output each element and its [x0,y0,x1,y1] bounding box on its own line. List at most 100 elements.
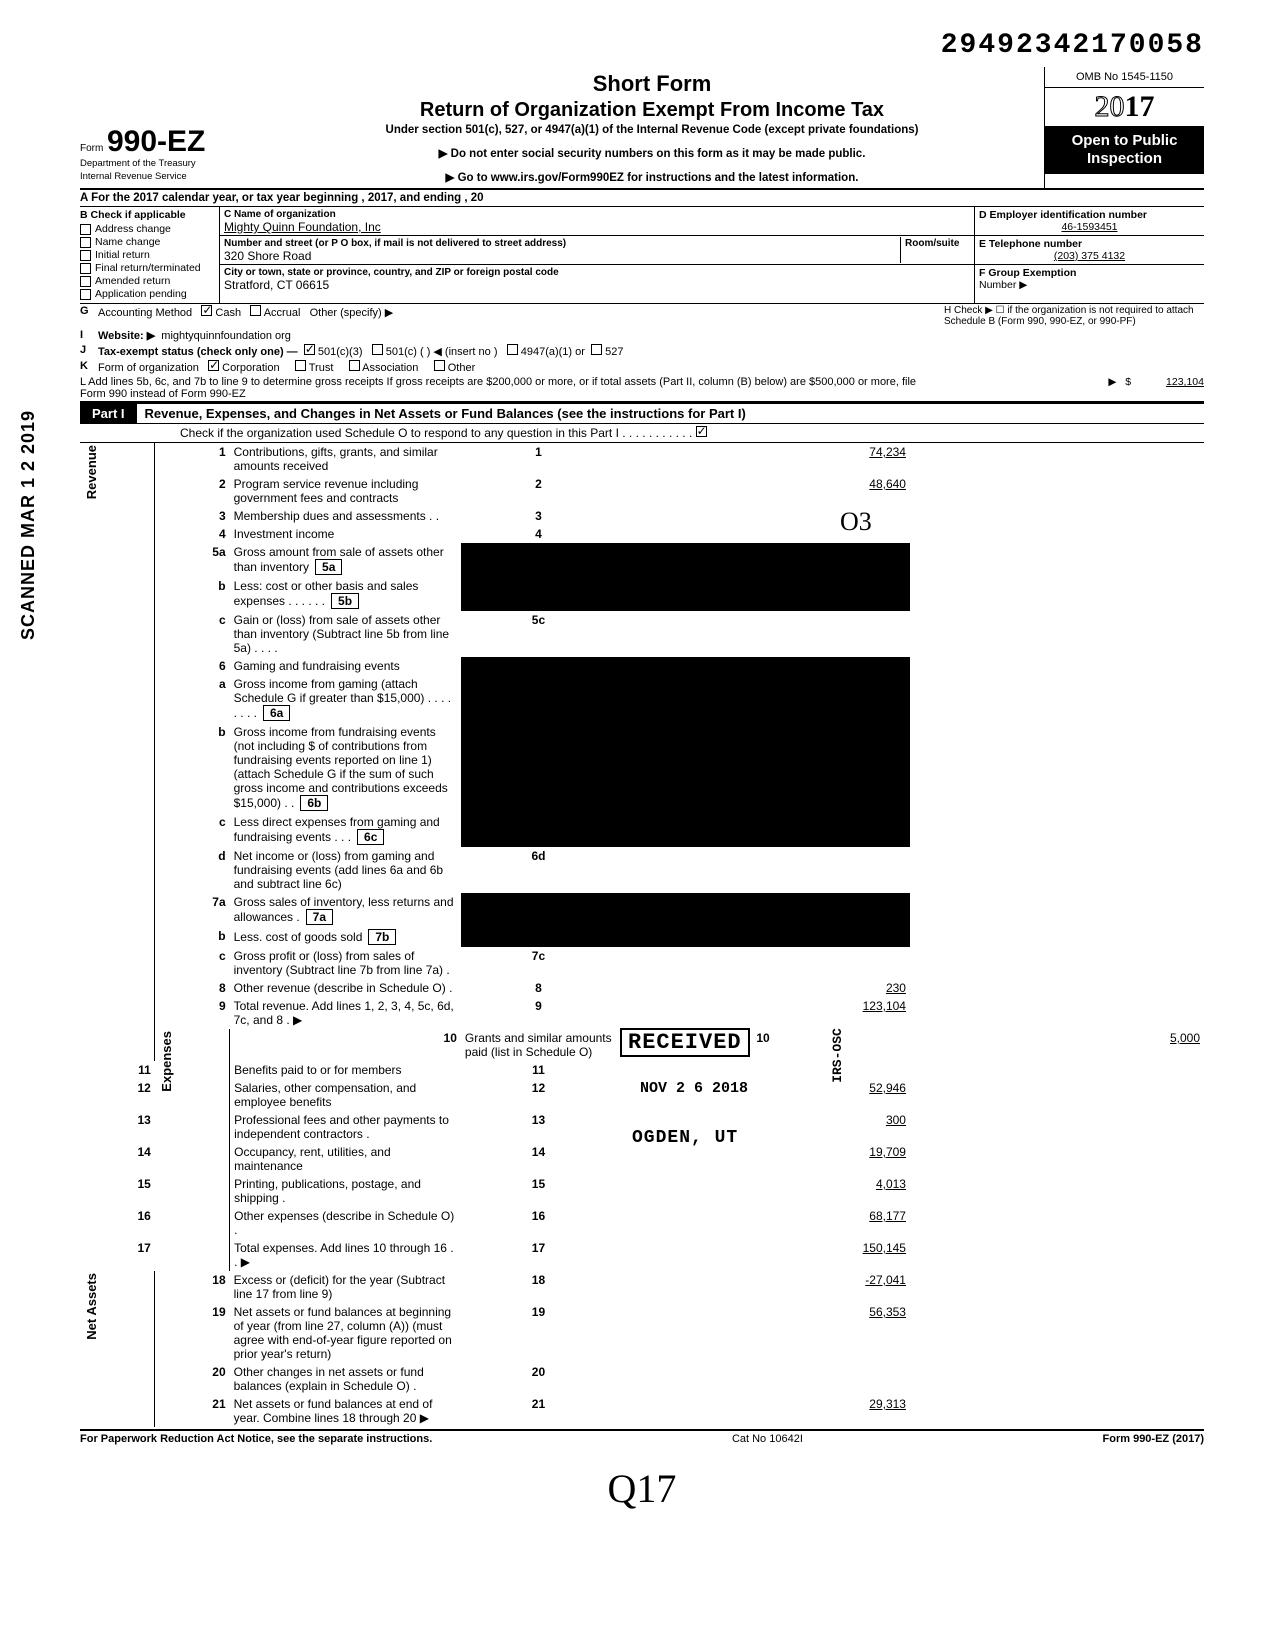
row-l-text: L Add lines 5b, 6c, and 7b to line 9 to … [80,376,944,400]
line-18-amount: -27,041 [616,1271,910,1303]
form-number: 990-EZ [107,125,205,158]
line-19-amount: 56,353 [616,1303,910,1363]
check-name-change[interactable] [80,237,91,248]
line-2-box: 2 [461,475,616,507]
open-public: Open to PublicInspection [1045,126,1204,174]
dln-number: 29492342170058 [80,30,1204,61]
line-4-amount [616,525,910,543]
website-value: mightyquinnfoundation org [161,330,291,342]
line-10-amount: 5,000 [910,1029,1204,1061]
line-6-num: 6 [155,657,230,675]
line-13-amount: 300 [616,1111,910,1143]
line-c-box: 7c [461,947,616,979]
527-checkbox[interactable] [591,344,602,355]
check-final-return-terminated[interactable] [80,263,91,274]
line-3-amount [616,507,910,525]
line-17-box: 17 [461,1239,616,1271]
line-18-num: 18 [155,1271,230,1303]
ein-label: D Employer identification number [979,209,1200,221]
line-15-box: 15 [461,1175,616,1207]
line-8-box: 8 [461,979,616,997]
subtitle-section: Under section 501(c), 527, or 4947(a)(1)… [266,124,1038,136]
line-14-amount: 19,709 [616,1143,910,1175]
line-c-amount [616,611,910,657]
line-3-label: Membership dues and assessments . . [230,507,461,525]
title-short-form: Short Form [266,71,1038,97]
line-6-label: Gaming and fundraising events [230,657,461,675]
line-5a-label: Gross amount from sale of assets other t… [230,543,461,577]
line-12-box: 12 [461,1079,616,1111]
row-k-org-form: Form of organization Corporation Trust A… [98,360,1204,374]
row-g-lead: G [80,305,98,327]
check-address-change[interactable] [80,224,91,235]
line-5a-box [461,543,616,577]
line-b-label: Gross income from fundraising events (no… [230,723,461,813]
schedule-o-checkbox[interactable] [696,426,707,437]
form-header: Form 990-EZ Department of the Treasury I… [80,67,1204,190]
row-h: H Check ▶ ☐ if the organization is not r… [944,305,1204,327]
line-12-num: 12 [80,1079,155,1111]
check-application-pending[interactable] [80,289,91,300]
line-d-box: 6d [461,847,616,893]
line-10-num: 10 [230,1029,461,1061]
line-1-label: Contributions, gifts, grants, and simila… [230,443,461,475]
line-12-label: Salaries, other compensation, and employ… [230,1079,461,1111]
line-b-num: b [155,927,230,947]
line-4-label: Investment income [230,525,461,543]
line-15-amount: 4,013 [616,1175,910,1207]
corporation-checkbox[interactable] [208,360,219,371]
line-9-label: Total revenue. Add lines 1, 2, 3, 4, 5c,… [230,997,461,1029]
check-initial-return[interactable] [80,250,91,261]
line-8-amount: 230 [616,979,910,997]
part-1-header: Part I Revenue, Expenses, and Changes in… [80,402,1204,424]
instruction-url: ▶ Go to www.irs.gov/Form990EZ for instru… [266,170,1038,184]
line-b-label: Less: cost or other basis and sales expe… [230,577,461,611]
line-2-num: 2 [155,475,230,507]
line-2-amount: 48,640 [616,475,910,507]
line-20-box: 20 [461,1363,616,1395]
line-14-label: Occupancy, rent, utilities, and maintena… [230,1143,461,1175]
paperwork-notice: For Paperwork Reduction Act Notice, see … [80,1433,432,1445]
tax-year: 2017 [1045,88,1204,126]
row-l-amount: 123,104 [1134,376,1204,388]
line-c-num: c [155,813,230,847]
association-checkbox[interactable] [349,360,360,371]
org-name: Mighty Quinn Foundation, Inc [224,220,381,234]
line-7a-box [461,893,616,927]
line-c-label: Less direct expenses from gaming and fun… [230,813,461,847]
other-checkbox[interactable] [434,360,445,371]
line-13-label: Professional fees and other payments to … [230,1111,461,1143]
form-ref: Form 990-EZ (2017) [1103,1433,1204,1445]
line-c-label: Gross profit or (loss) from sales of inv… [230,947,461,979]
line-3-num: 3 [155,507,230,525]
501c-checkbox[interactable] [372,344,383,355]
line-8-label: Other revenue (describe in Schedule O) . [230,979,461,997]
line-d-num: d [155,847,230,893]
line-b-box [461,927,616,947]
line-20-amount [616,1363,910,1395]
4947-checkbox[interactable] [507,344,518,355]
phone-value: (203) 375 4132 [979,250,1200,262]
line-18-box: 18 [461,1271,616,1303]
line-c-amount [616,813,910,847]
entity-info-block: B Check if applicable Address changeName… [80,207,1204,304]
handwriting-q17: Q17 [80,1465,1204,1512]
line-b-num: b [155,723,230,813]
line-a-num: a [155,675,230,723]
cash-checkbox[interactable] [201,305,212,316]
trust-checkbox[interactable] [295,360,306,371]
check-amended-return[interactable] [80,276,91,287]
line-19-label: Net assets or fund balances at beginning… [230,1303,461,1363]
501c3-checkbox[interactable] [304,344,315,355]
accrual-checkbox[interactable] [250,305,261,316]
line-c-num: c [155,611,230,657]
line-15-label: Printing, publications, postage, and shi… [230,1175,461,1207]
city-state-zip: Stratford, CT 06615 [224,278,329,292]
line-9-num: 9 [155,997,230,1029]
dept: Department of the Treasury [80,159,260,171]
line-11-label: Benefits paid to or for members [230,1061,461,1079]
line-13-num: 13 [80,1111,155,1143]
ein-value: 46-1593451 [979,221,1200,233]
line-14-num: 14 [80,1143,155,1175]
addr-label: Number and street (or P O box, if mail i… [224,238,566,249]
